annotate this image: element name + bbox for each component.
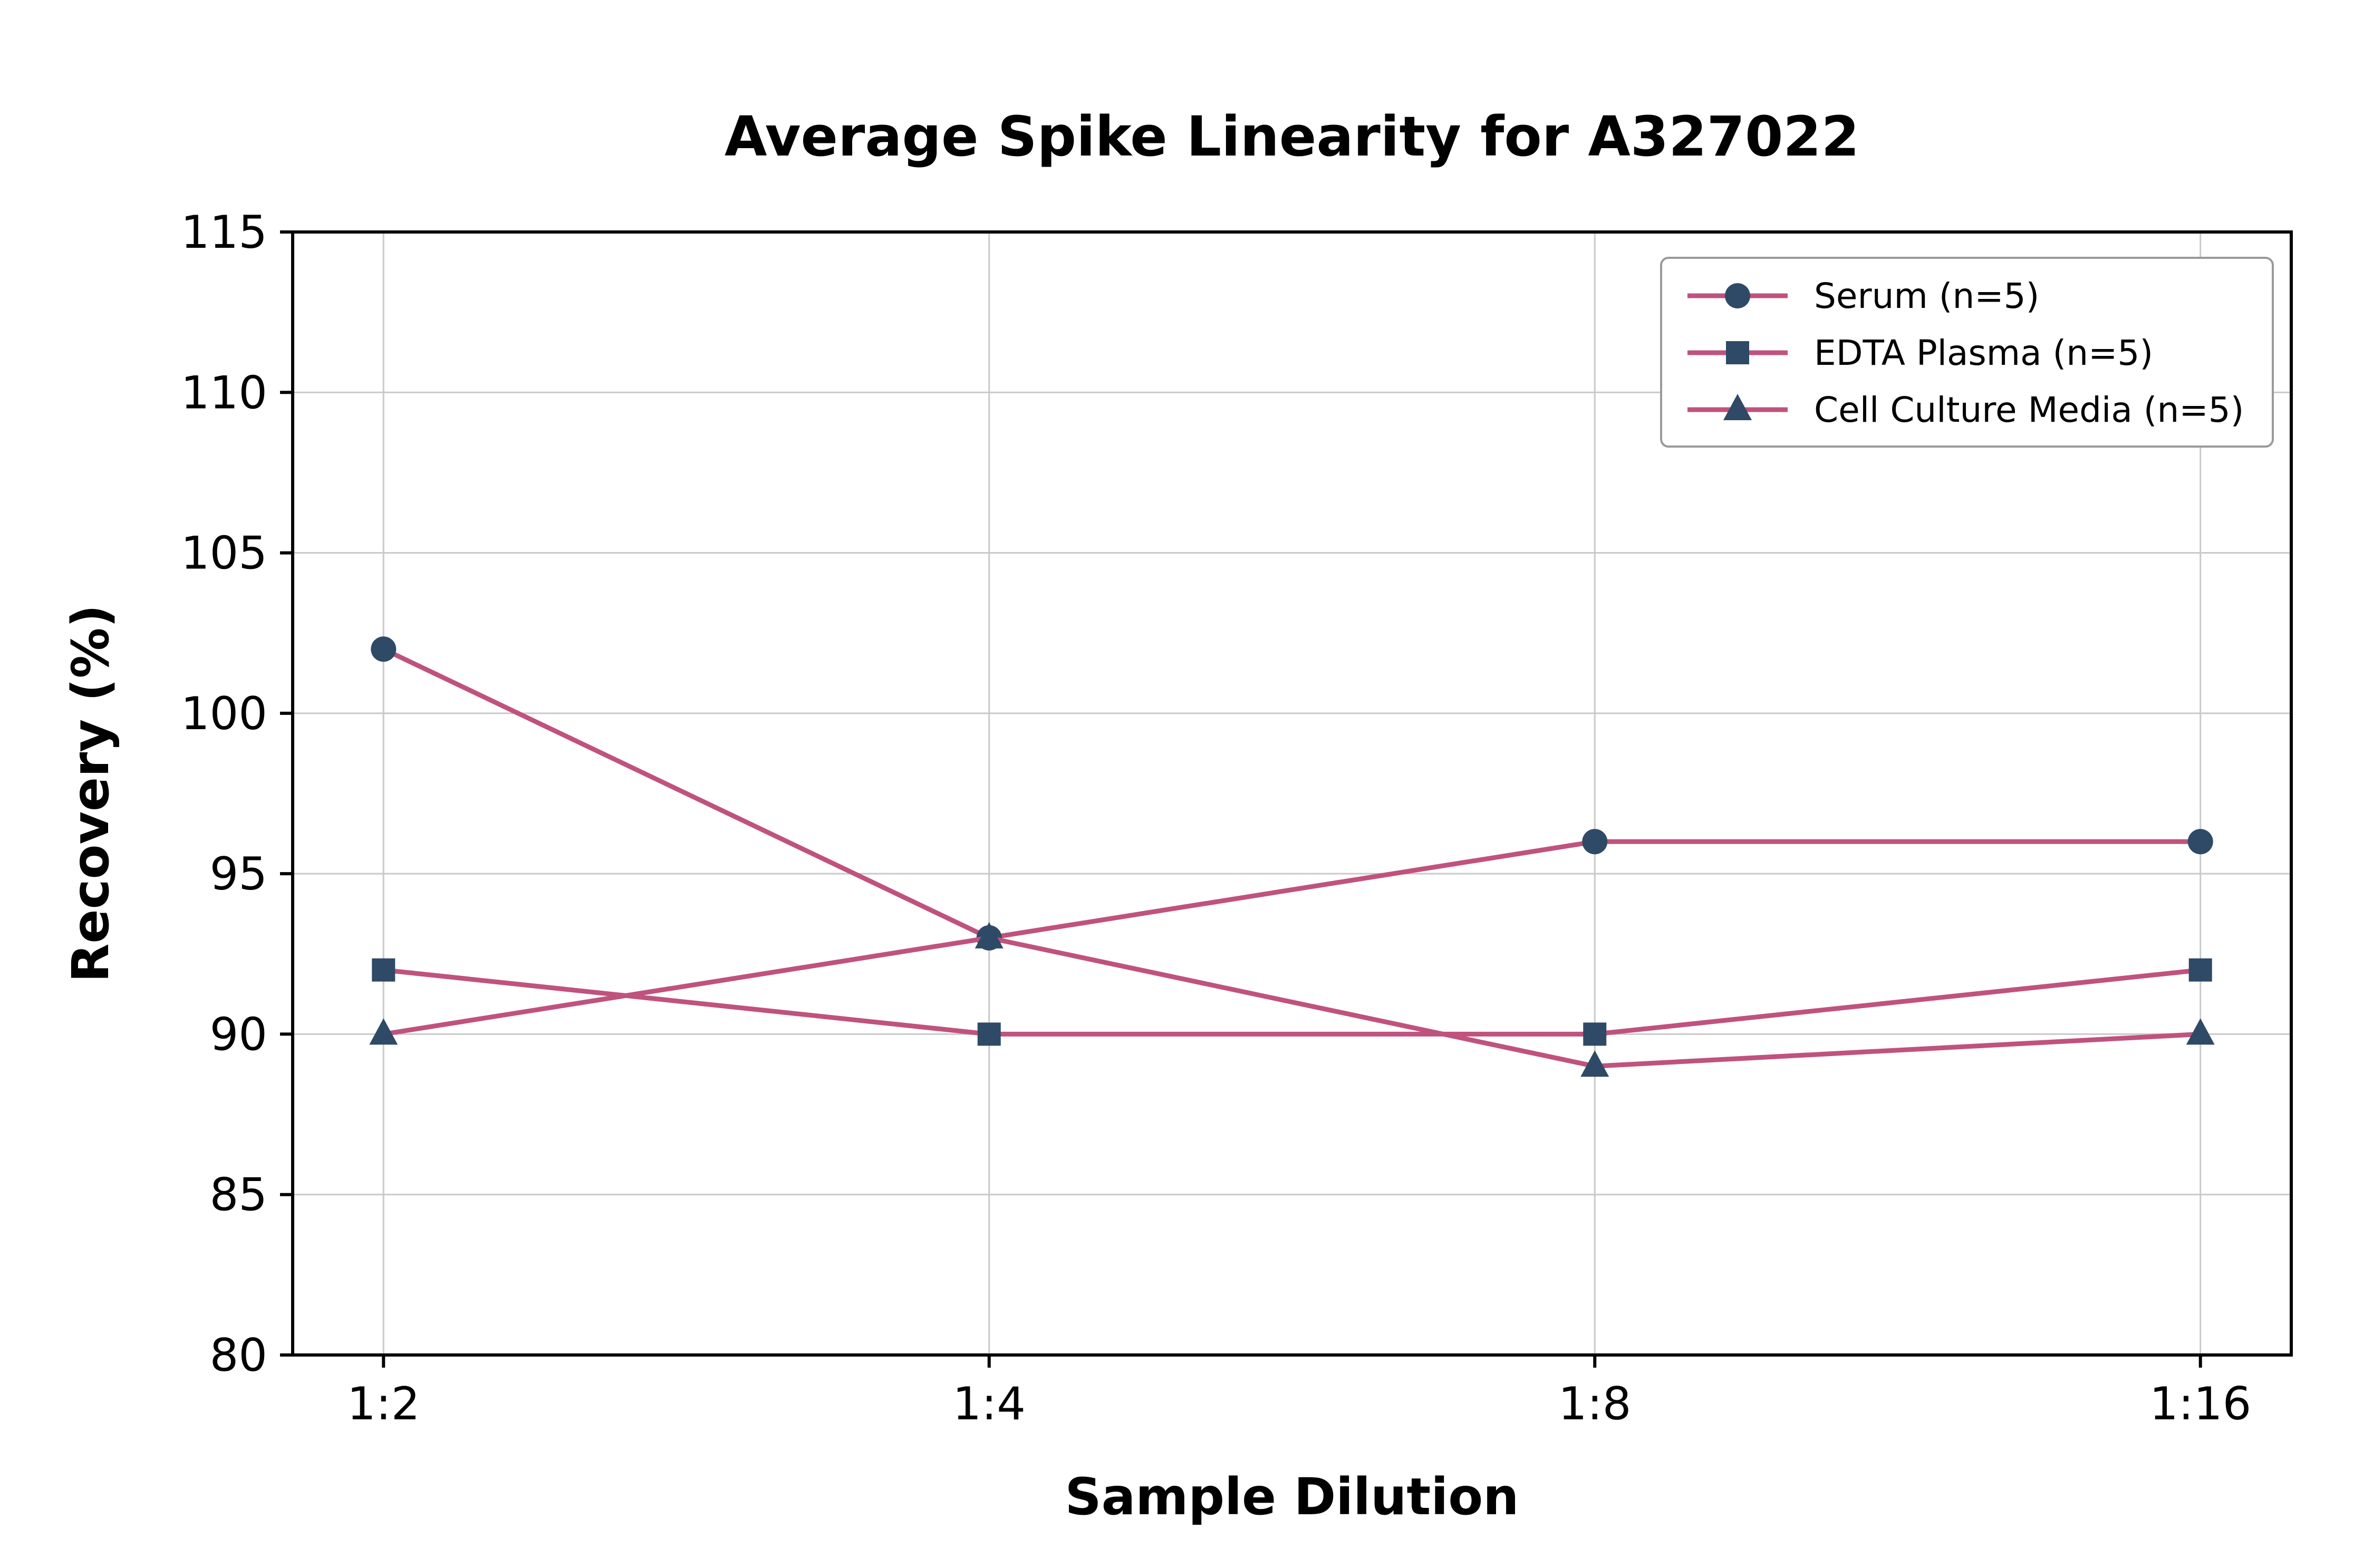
marker-triangle <box>1580 1050 1609 1077</box>
x-tick-label: 1:4 <box>953 1378 1026 1430</box>
x-tick-label: 1:16 <box>2149 1378 2251 1430</box>
marker-triangle <box>2186 1018 2215 1045</box>
plot-border <box>291 230 2293 1357</box>
y-tick-label: 110 <box>181 366 267 419</box>
y-tick-label: 85 <box>210 1169 267 1222</box>
series-line-0 <box>382 647 2201 941</box>
y-tick-label: 95 <box>210 848 267 901</box>
legend-label: Cell Culture Media (n=5) <box>1814 390 2244 430</box>
legend: Serum (n=5) EDTA Plasma (n=5) Cell Culture… <box>1660 257 2274 448</box>
legend-label: Serum (n=5) <box>1814 276 2039 316</box>
x-tick-label: 1:8 <box>1558 1378 1631 1430</box>
x-axis-label: Sample Dilution <box>1065 1467 1519 1526</box>
series-line-2 <box>383 935 2201 1069</box>
marker-triangle <box>369 1018 398 1045</box>
y-tick-label: 80 <box>210 1329 267 1382</box>
legend-label: EDTA Plasma (n=5) <box>1814 333 2153 373</box>
legend-frame <box>1660 257 2274 448</box>
y-tick-label: 105 <box>181 527 267 580</box>
series-line-1 <box>383 967 2201 1037</box>
y-tick-label: 90 <box>210 1008 267 1061</box>
marker-square <box>977 1022 1001 1046</box>
y-tick-label: 100 <box>181 688 267 740</box>
y-tick-label: 115 <box>181 206 267 259</box>
marker-triangle <box>1723 394 1752 420</box>
marker-circle <box>1582 829 1608 855</box>
marker-circle <box>1725 283 1750 308</box>
y-axis-label: Recovery (%) <box>61 605 120 983</box>
marker-square <box>1726 341 1749 364</box>
marker-circle <box>371 636 397 662</box>
data-layer <box>369 636 2215 1077</box>
chart-title: Average Spike Linearity for A327022 <box>725 104 1859 169</box>
marker-square <box>2188 958 2212 982</box>
axes-layer: 80 85 90 95 100 105 110 115 1:2 1:4 1:8 1:16 <box>181 206 2293 1430</box>
marker-circle <box>2187 829 2213 855</box>
marker-square <box>1583 1022 1607 1046</box>
x-tick-label: 1:2 <box>347 1378 420 1430</box>
marker-triangle <box>975 922 1004 948</box>
marker-square <box>372 958 396 982</box>
